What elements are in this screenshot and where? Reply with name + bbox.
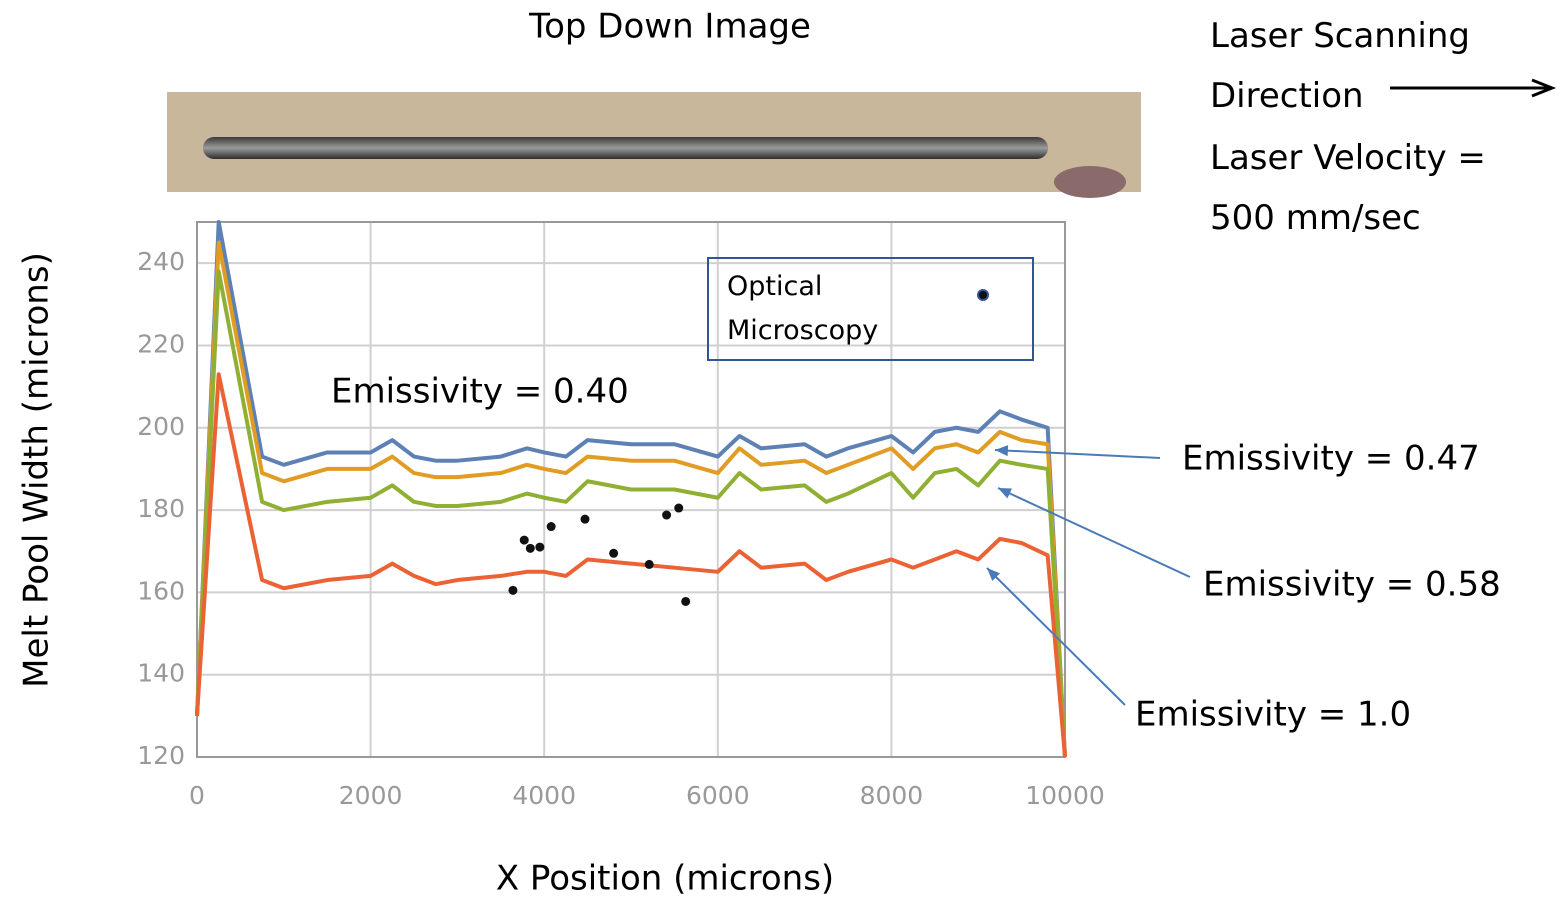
y-tick-label: 120 [137,741,185,770]
plot-frame [196,221,1066,758]
y-axis-label: Melt Pool Width (microns) [17,252,57,688]
scatter-point [609,548,619,558]
scatter-point [662,510,672,520]
y-tick-label: 180 [137,494,185,523]
legend-marker [977,289,989,301]
x-tick-label: 8000 [860,781,924,810]
y-tick-label: 140 [137,659,185,688]
annotation-arrow-head [995,445,1009,457]
series-annotation: Emissivity = 0.58 [1203,565,1501,605]
x-tick-label: 6000 [686,781,750,810]
x-tick-label: 10000 [1025,781,1105,810]
annotation-arrow [997,487,1191,578]
series-line [195,240,1067,758]
series-annotation: Emissivity = 0.40 [331,372,629,412]
series-annotation: Emissivity = 1.0 [1135,695,1411,735]
annotation-arrow-head [987,568,1000,581]
legend-label: Optical Microscopy [727,271,879,346]
series-line [195,220,1067,758]
scatter-point [546,522,556,532]
legend: Optical Microscopy [707,257,1034,361]
x-axis-label: X Position (microns) [496,859,834,899]
annotation-arrow [986,567,1126,706]
direction-arrow-head [1531,78,1557,98]
scatter-point [525,543,535,553]
y-tick-label: 240 [137,247,185,276]
scatter-point [674,503,684,513]
scatter-point [580,514,590,524]
series-line [195,269,1067,758]
annotation-arrow [994,449,1161,459]
y-tick-label: 220 [137,329,185,358]
scatter-point [681,596,691,606]
y-tick-label: 200 [137,412,185,441]
x-tick-label: 4000 [512,781,576,810]
image-artifact [1054,166,1126,198]
series-annotation: Emissivity = 0.47 [1182,439,1480,479]
scatter-point [508,585,518,595]
note: Laser Scanning Direction [1210,16,1470,116]
chart-title: Top Down Image [528,7,811,47]
scatter-point [519,535,529,545]
scatter-point [535,542,545,552]
note: Laser Velocity = 500 mm/sec [1210,138,1486,238]
scatter-point [644,559,654,569]
melt-track [203,137,1048,159]
x-tick-label: 2000 [339,781,403,810]
x-tick-label: 0 [189,781,205,810]
y-tick-label: 160 [137,576,185,605]
annotation-arrow-head [998,488,1012,499]
